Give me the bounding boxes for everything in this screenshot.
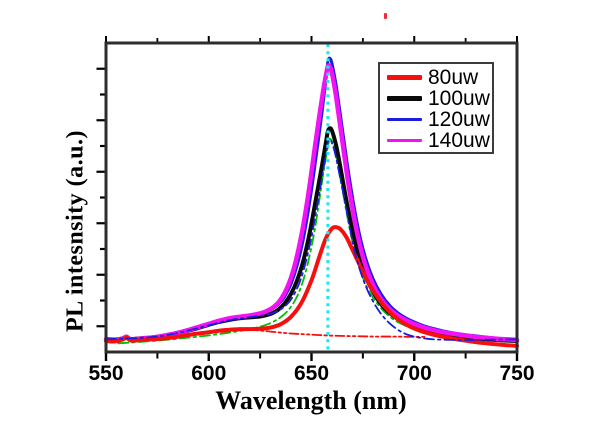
x-tick-label: 750 bbox=[499, 362, 534, 385]
legend-entry: 120uw bbox=[387, 109, 490, 130]
x-tick-label: 700 bbox=[397, 362, 432, 385]
x-tick-label: 550 bbox=[88, 362, 123, 385]
legend-line-swatch bbox=[387, 96, 422, 101]
x-axis-title: Wavelength (nm) bbox=[215, 386, 407, 415]
series-80uw-curve bbox=[104, 225, 519, 348]
x-tick-label: 650 bbox=[294, 362, 329, 385]
x-tick-label: 600 bbox=[191, 362, 226, 385]
legend-entry: 100uw bbox=[387, 88, 490, 109]
legend-label: 140uw bbox=[428, 128, 490, 153]
legend-line-swatch bbox=[387, 138, 422, 143]
legend-label: 100uw bbox=[428, 86, 490, 111]
series-fit-shoulder-curve bbox=[105, 329, 428, 342]
series-140uw-curve bbox=[103, 63, 520, 343]
series-fit-main-peak-curve bbox=[117, 137, 518, 345]
stray-red-mark bbox=[384, 13, 387, 19]
legend-box: 80uw 100uw 120uw 140uw bbox=[378, 62, 494, 154]
legend-label: 80uw bbox=[428, 65, 479, 90]
legend-line-swatch bbox=[387, 75, 422, 80]
y-axis-title: PL intesnsity (a.u.) bbox=[62, 129, 89, 333]
legend-line-swatch bbox=[387, 118, 422, 121]
axes-frame bbox=[104, 41, 519, 354]
series-fit-total-curve bbox=[105, 137, 518, 341]
legend-label: 120uw bbox=[428, 107, 490, 132]
legend-entry: 80uw bbox=[387, 67, 490, 88]
legend-entry: 140uw bbox=[387, 130, 490, 151]
